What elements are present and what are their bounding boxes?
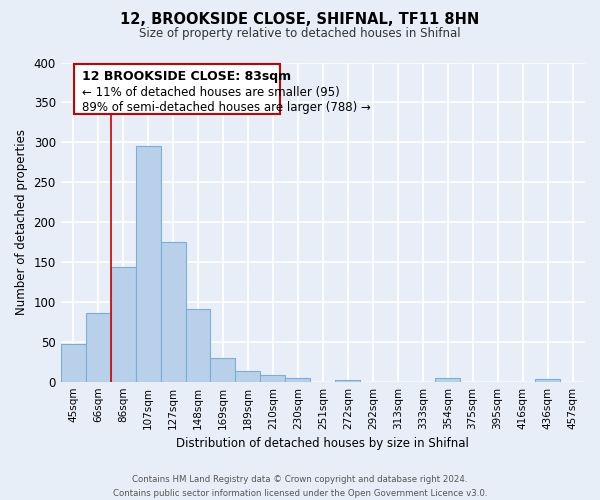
Bar	[535, 380, 560, 382]
Bar	[335, 380, 360, 382]
Bar	[61, 344, 86, 382]
Bar	[86, 313, 110, 382]
Bar	[136, 146, 161, 382]
Bar	[161, 242, 185, 382]
Text: 89% of semi-detached houses are larger (788) →: 89% of semi-detached houses are larger (…	[82, 101, 371, 114]
Bar	[435, 378, 460, 382]
Bar	[110, 267, 136, 382]
Bar	[235, 370, 260, 382]
Text: Size of property relative to detached houses in Shifnal: Size of property relative to detached ho…	[139, 28, 461, 40]
FancyBboxPatch shape	[74, 64, 280, 114]
Text: ← 11% of detached houses are smaller (95): ← 11% of detached houses are smaller (95…	[82, 86, 340, 98]
Bar	[260, 376, 286, 382]
Bar	[185, 309, 211, 382]
Y-axis label: Number of detached properties: Number of detached properties	[15, 129, 28, 315]
Text: 12 BROOKSIDE CLOSE: 83sqm: 12 BROOKSIDE CLOSE: 83sqm	[82, 70, 291, 84]
X-axis label: Distribution of detached houses by size in Shifnal: Distribution of detached houses by size …	[176, 437, 469, 450]
Text: Contains HM Land Registry data © Crown copyright and database right 2024.
Contai: Contains HM Land Registry data © Crown c…	[113, 476, 487, 498]
Bar	[286, 378, 310, 382]
Bar	[211, 358, 235, 382]
Text: 12, BROOKSIDE CLOSE, SHIFNAL, TF11 8HN: 12, BROOKSIDE CLOSE, SHIFNAL, TF11 8HN	[121, 12, 479, 28]
